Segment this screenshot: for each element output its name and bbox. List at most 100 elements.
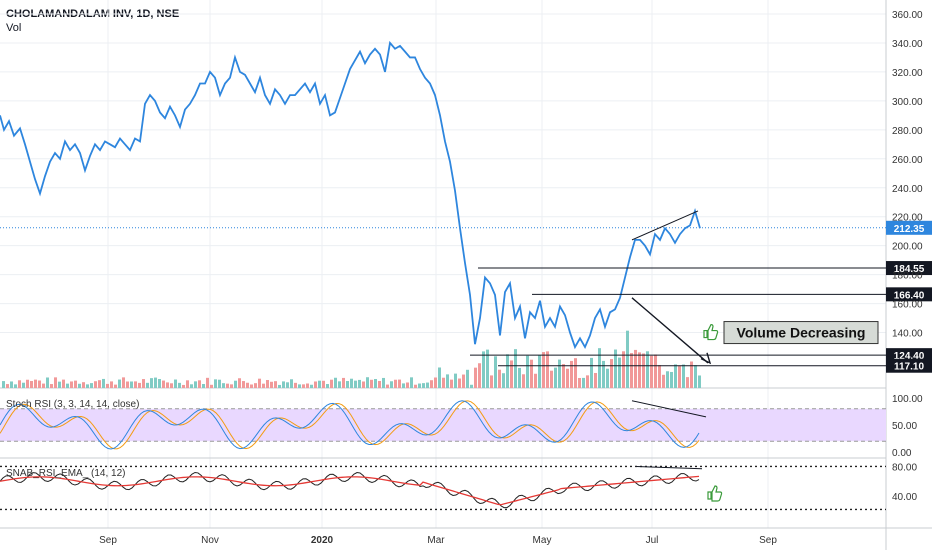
volume-bar xyxy=(138,382,141,388)
volume-bar xyxy=(182,384,185,388)
volume-bar xyxy=(578,377,581,388)
volume-bar xyxy=(58,381,61,388)
volume-bar xyxy=(334,377,337,388)
volume-bar xyxy=(446,374,449,388)
arrow-head xyxy=(700,352,712,365)
stoch-divergence-line xyxy=(631,400,707,418)
volume-bar xyxy=(534,373,537,388)
volume-bar xyxy=(258,378,261,388)
volume-bar xyxy=(214,379,217,388)
volume-bar xyxy=(18,380,21,388)
volume-bar xyxy=(118,379,121,388)
volume-bar xyxy=(454,373,457,388)
volume-bar xyxy=(590,357,593,388)
volume-bar xyxy=(86,384,89,388)
volume-bar xyxy=(634,349,637,388)
decline-arrow xyxy=(631,297,709,364)
volume-bar xyxy=(38,380,41,388)
volume-bar xyxy=(682,364,685,388)
volume-bar xyxy=(406,382,409,388)
volume-bar xyxy=(370,379,373,388)
volume-bar xyxy=(538,355,541,388)
volume-bar xyxy=(10,381,13,388)
price-tick: 360.00 xyxy=(892,10,923,21)
volume-bar xyxy=(262,383,265,388)
volume-bar xyxy=(606,368,609,388)
rsi-ema-panel: SNAB_RSI_EMA_ (14, 12) 80.00 40.00 xyxy=(0,462,917,511)
volume-bar xyxy=(494,356,497,388)
volume-bar xyxy=(198,380,201,388)
volume-bar xyxy=(206,377,209,388)
price-tick: 180.00 xyxy=(892,271,923,282)
volume-bar xyxy=(210,384,213,388)
stoch-tick: 50.00 xyxy=(892,421,917,432)
annotation-text: Volume Decreasing xyxy=(737,325,866,341)
volume-bar xyxy=(62,379,65,388)
volume-bar xyxy=(174,379,177,388)
price-axis[interactable]: 360.00 340.00 320.00 300.00 280.00 260.00 240.… xyxy=(892,10,923,340)
volume-bar xyxy=(402,383,405,388)
volume-bar xyxy=(474,367,477,388)
price-tick: 340.00 xyxy=(892,39,923,50)
volume-bar xyxy=(222,383,225,388)
volume-bar xyxy=(554,367,557,388)
volume-bar xyxy=(478,363,481,388)
volume-bar xyxy=(94,381,97,388)
volume-bar xyxy=(318,380,321,388)
level-label: 166.40 xyxy=(894,290,925,301)
volume-bar xyxy=(614,349,617,388)
volume-bar xyxy=(302,384,305,388)
volume-bar xyxy=(130,381,133,388)
volume-bar xyxy=(374,378,377,388)
volume-bar xyxy=(430,380,433,388)
time-tick: Sep xyxy=(759,535,777,546)
volume-bar xyxy=(542,352,545,388)
volume-bar xyxy=(658,365,661,388)
price-line xyxy=(0,40,701,350)
volume-bar xyxy=(326,384,329,388)
volume-bar xyxy=(630,353,633,388)
volume-bar xyxy=(126,381,129,388)
volume-bar xyxy=(526,355,529,388)
volume-bar xyxy=(158,379,161,388)
time-axis[interactable]: Sep Nov 2020 Mar May Jul Sep xyxy=(99,535,777,546)
thumbs-up-icon xyxy=(703,323,719,341)
price-tick: 260.00 xyxy=(892,155,923,166)
volume-bar xyxy=(134,381,137,388)
volume-bar xyxy=(110,381,113,388)
volume-bar xyxy=(650,355,653,388)
price-tick: 200.00 xyxy=(892,242,923,253)
ema-line xyxy=(0,475,700,506)
volume-bar xyxy=(114,384,117,388)
volume-bar xyxy=(622,351,625,388)
volume-bar xyxy=(466,369,469,388)
volume-bar xyxy=(502,373,505,388)
time-tick: Mar xyxy=(427,535,445,546)
volume-bar xyxy=(106,383,109,388)
volume-bar xyxy=(398,379,401,388)
volume-bar xyxy=(202,383,205,388)
volume-bar xyxy=(66,383,69,388)
volume-bar xyxy=(486,349,489,388)
trend-line xyxy=(631,210,699,241)
stoch-label: Stoch RSI (3, 3, 14, 14, close) xyxy=(6,399,139,410)
volume-bar xyxy=(166,382,169,388)
volume-bar xyxy=(282,381,285,388)
volume-bar xyxy=(674,364,677,388)
volume-bar xyxy=(122,377,125,388)
volume-bar xyxy=(270,381,273,388)
volume-bar xyxy=(610,359,613,388)
stoch-tick: 0.00 xyxy=(892,448,912,459)
volume-bar xyxy=(290,379,293,388)
volume-bar xyxy=(482,351,485,388)
volume-bars xyxy=(2,330,701,388)
volume-bar xyxy=(102,378,105,388)
volume-bar xyxy=(50,384,53,388)
volume-bar xyxy=(54,377,57,388)
volume-bar xyxy=(278,384,281,388)
level-label-bg xyxy=(886,358,932,373)
volume-bar xyxy=(698,375,701,388)
volume-bar xyxy=(410,377,413,388)
